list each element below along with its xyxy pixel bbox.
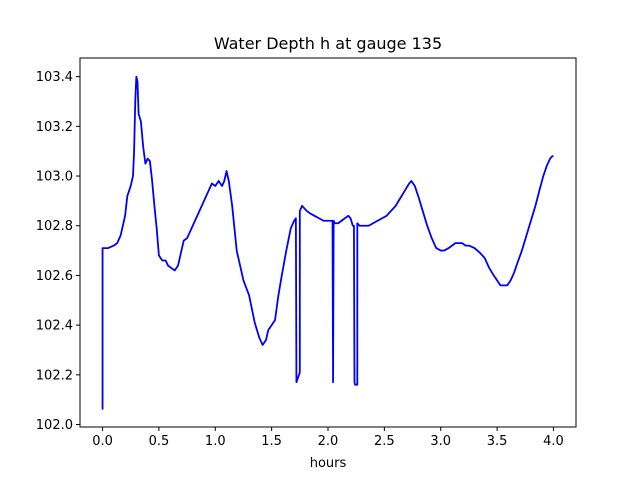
y-tick-label: 102.4 <box>36 319 73 334</box>
x-axis: 0.0 0.5 1.0 1.5 2.0 2.5 3.0 3.5 4.0 <box>92 427 564 449</box>
plot-frame <box>79 57 577 428</box>
x-tick-label: 3.5 <box>487 434 508 449</box>
x-tick-label: 2.0 <box>318 434 339 449</box>
y-tick-label: 103.4 <box>36 70 73 85</box>
y-tick-label: 102.0 <box>36 418 73 433</box>
x-tick-label: 3.0 <box>430 434 451 449</box>
y-tick-label: 102.2 <box>36 368 73 383</box>
plot-area <box>79 57 577 428</box>
y-tick-label: 102.8 <box>36 219 73 234</box>
x-tick-label: 1.5 <box>261 434 282 449</box>
y-tick-label: 102.6 <box>36 269 73 284</box>
y-axis: 102.0 102.2 102.4 102.6 102.8 103.0 103.2 103.4 <box>36 70 80 433</box>
y-tick-label: 103.2 <box>36 120 73 135</box>
x-tick-label: 1.0 <box>205 434 226 449</box>
x-tick-label: 0.0 <box>92 434 113 449</box>
y-tick-label: 103.0 <box>36 170 73 185</box>
x-tick-label: 0.5 <box>149 434 170 449</box>
water-depth-line <box>101 75 554 410</box>
x-tick-label: 4.0 <box>543 434 564 449</box>
x-axis-label: hours <box>310 456 347 471</box>
x-tick-label: 2.5 <box>374 434 395 449</box>
chart-title: Water Depth h at gauge 135 <box>214 34 442 53</box>
